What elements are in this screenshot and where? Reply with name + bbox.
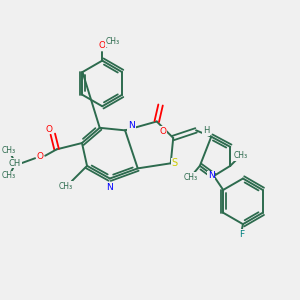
Text: O: O	[160, 127, 167, 136]
Text: CH: CH	[9, 159, 21, 168]
Text: O: O	[99, 41, 106, 50]
Text: CH₃: CH₃	[58, 182, 73, 190]
Text: CH₃: CH₃	[105, 37, 119, 46]
Text: CH₃: CH₃	[184, 173, 198, 182]
Text: S: S	[171, 158, 178, 168]
Text: O: O	[37, 152, 44, 161]
Text: CH₃: CH₃	[2, 146, 16, 155]
Text: H: H	[203, 126, 209, 135]
Text: N: N	[208, 172, 214, 181]
Text: CH₃: CH₃	[233, 151, 248, 160]
Text: N: N	[128, 121, 135, 130]
Text: O: O	[46, 124, 52, 134]
Text: N: N	[106, 183, 113, 192]
Text: F: F	[239, 230, 244, 239]
Text: CH₃: CH₃	[2, 172, 16, 181]
